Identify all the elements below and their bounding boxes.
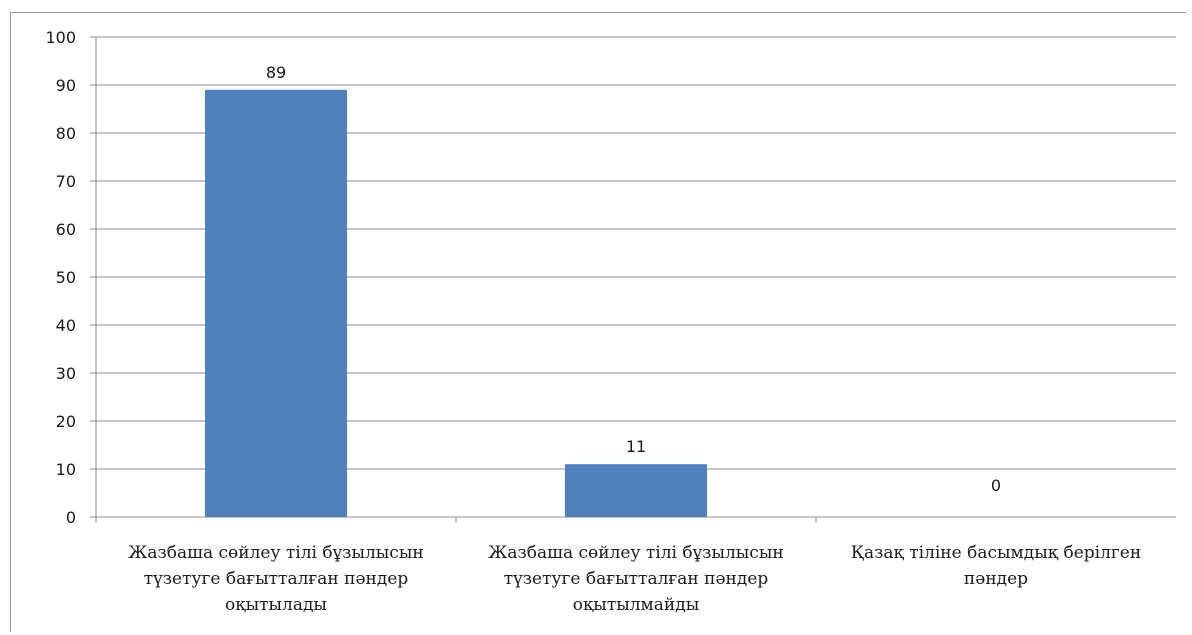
y-tick-label: 40 (56, 316, 76, 335)
y-tick-label: 70 (56, 172, 76, 191)
y-tick-label: 60 (56, 220, 76, 239)
bars (205, 89, 707, 518)
y-tick-label: 100 (45, 28, 76, 47)
x-category-label: Жазбаша сөйлеу тілі бұзылысын түзетуге ба… (128, 543, 423, 615)
x-category-label: Жазбаша сөйлеу тілі бұзылысын түзетуге ба… (488, 543, 783, 615)
x-category-label: Қазақ тіліне басымдық берілген пәндер (851, 543, 1141, 589)
y-tick-label: 80 (56, 124, 76, 143)
data-labels: 89 11 0 (266, 63, 1001, 495)
x-category-labels: Жазбаша сөйлеу тілі бұзылысын түзетуге ба… (128, 543, 1141, 615)
y-tick-label: 90 (56, 76, 76, 95)
bar (565, 464, 707, 517)
y-tick-label: 10 (56, 460, 76, 479)
y-tick-label: 30 (56, 364, 76, 383)
data-label: 11 (626, 437, 646, 456)
bar (205, 89, 347, 518)
y-tick-label: 0 (66, 508, 76, 527)
y-tick-label: 20 (56, 412, 76, 431)
data-label: 0 (991, 476, 1001, 495)
y-tick-labels: 0 10 20 30 40 50 60 70 80 90 100 (45, 28, 76, 527)
y-tick-label: 50 (56, 268, 76, 287)
data-label: 89 (266, 63, 286, 82)
